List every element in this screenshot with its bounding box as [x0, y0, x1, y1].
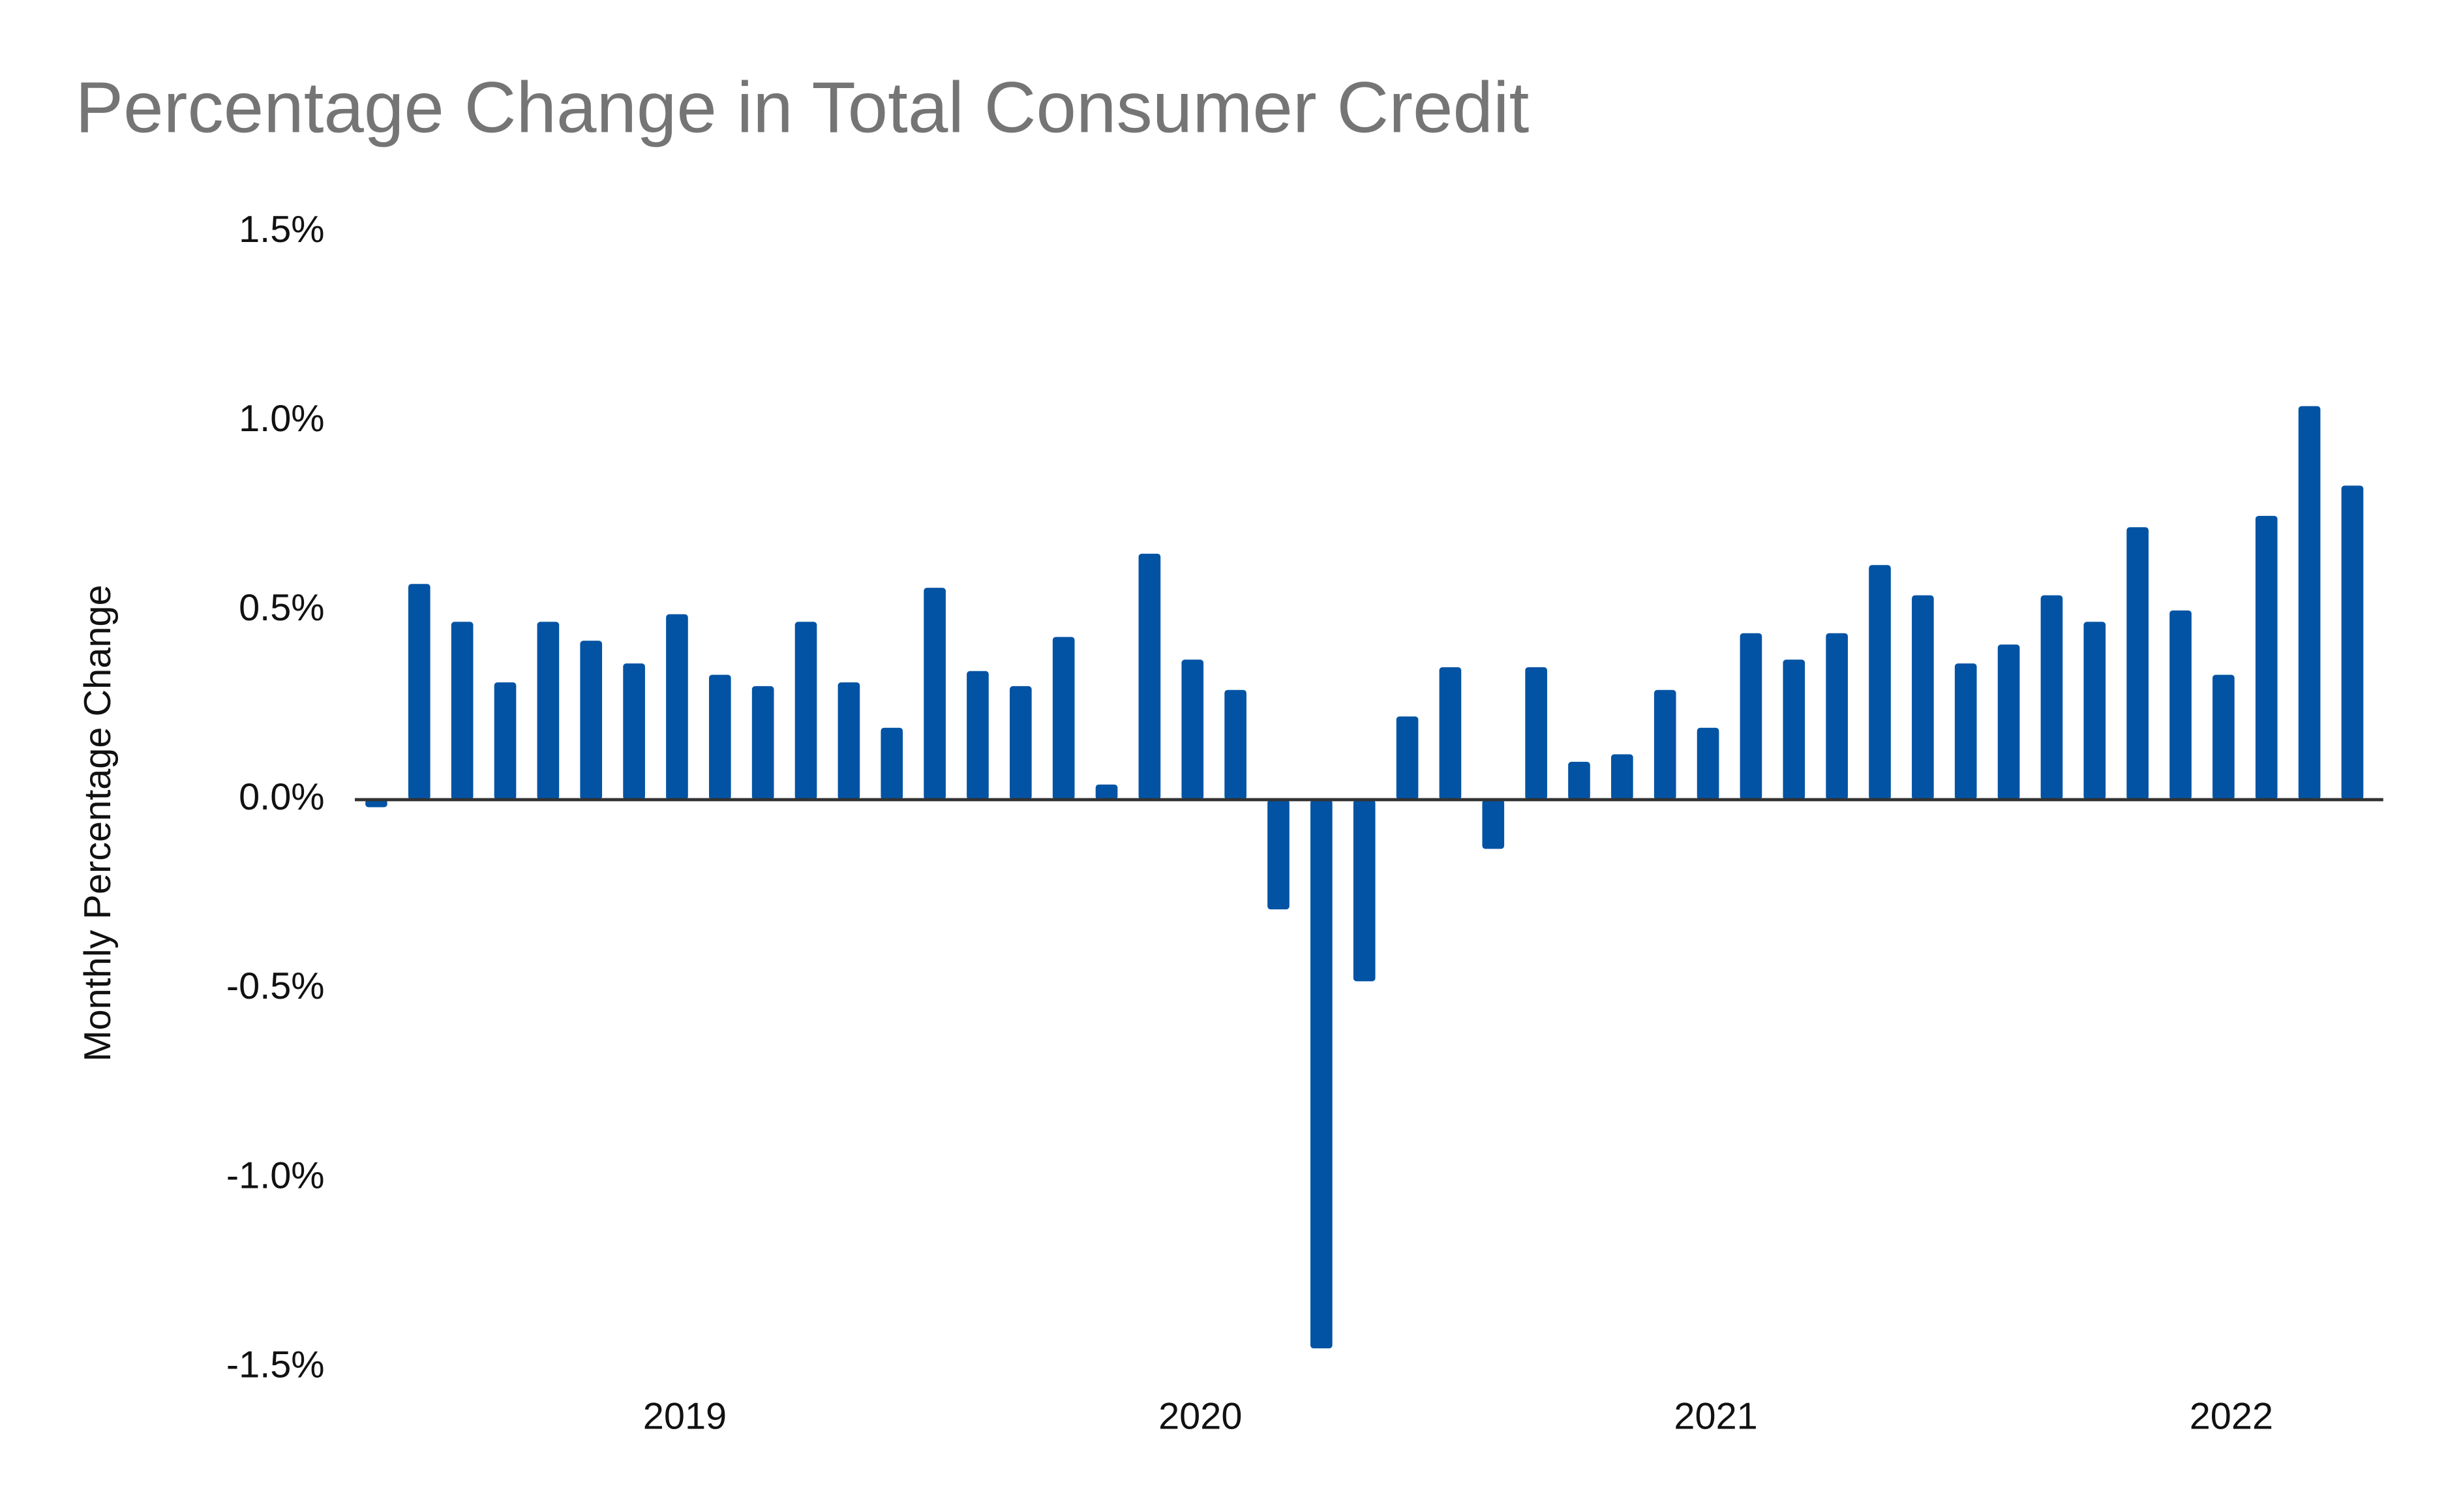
chart-title: Percentage Change in Total Consumer Cred… [75, 67, 1529, 147]
bar [2255, 515, 2278, 800]
bar [1954, 663, 1977, 800]
bar [1482, 799, 1505, 849]
bar [1310, 799, 1333, 1349]
bar [623, 663, 645, 800]
x-tick-label: 2019 [643, 1396, 727, 1438]
y-tick-label: 0.5% [239, 587, 325, 629]
bar [1611, 754, 1633, 800]
bar [1997, 644, 2020, 800]
bar [365, 799, 387, 808]
bar [2083, 622, 2106, 800]
bar [967, 671, 989, 800]
x-tick-label: 2020 [1158, 1396, 1242, 1438]
bar [751, 686, 774, 800]
bar [1353, 799, 1376, 982]
bar [924, 588, 946, 800]
bar [794, 622, 817, 800]
bar [1095, 784, 1118, 800]
bar [1267, 799, 1290, 910]
bar [2212, 674, 2235, 800]
bar [580, 641, 603, 800]
bar [1912, 595, 1934, 800]
bar [537, 622, 560, 800]
y-tick-label: 0.0% [239, 776, 325, 818]
bar [1439, 667, 1462, 800]
bar [1052, 637, 1075, 800]
bar [1396, 716, 1419, 800]
y-tick-label: -1.5% [226, 1344, 325, 1385]
y-tick-label: 1.0% [239, 398, 325, 440]
y-tick-label: 1.5% [239, 209, 325, 250]
bar [1740, 633, 1762, 800]
bar [2341, 485, 2364, 800]
bar [1181, 659, 1204, 800]
bar [1138, 553, 1161, 800]
y-tick-label: -0.5% [226, 965, 325, 1007]
bar [2169, 610, 2192, 800]
bar [1010, 686, 1032, 800]
bar [1697, 727, 1719, 800]
bar [2126, 527, 2149, 800]
bar [1826, 633, 1848, 800]
bar [881, 727, 903, 800]
bar [1869, 565, 1891, 800]
bar [1224, 689, 1246, 800]
bar [1525, 667, 1547, 800]
x-tick-label: 2022 [2190, 1396, 2273, 1438]
bar [408, 584, 430, 800]
y-axis-label: Monthly Percentage Change [77, 584, 119, 1061]
bar [708, 674, 731, 800]
bar [838, 682, 860, 800]
bar [451, 622, 474, 800]
bar [1653, 689, 1676, 800]
x-tick-label: 2021 [1674, 1396, 1757, 1438]
bar [666, 614, 688, 800]
bar [2298, 406, 2321, 800]
bar [1568, 761, 1590, 800]
y-tick-label: -1.0% [226, 1155, 325, 1196]
bar [1783, 659, 1805, 800]
bar [2040, 595, 2063, 800]
bar [494, 682, 517, 800]
